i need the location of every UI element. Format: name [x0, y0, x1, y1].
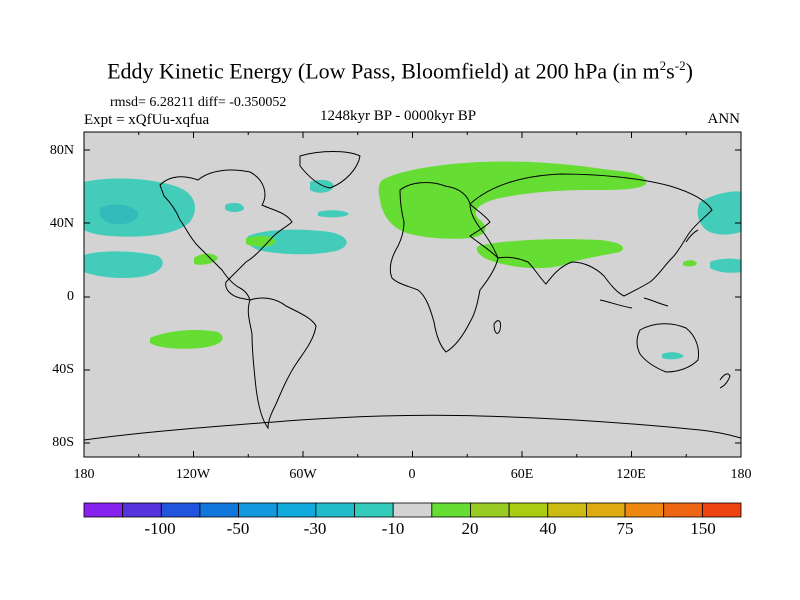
colorbar-swatch: [160, 502, 201, 518]
colorbar-label: 150: [690, 519, 716, 538]
colorbar: [83, 502, 742, 518]
colorbar-swatch: [315, 502, 355, 518]
chart-title: Eddy Kinetic Energy (Low Pass, Bloomfiel…: [107, 58, 693, 84]
colorbar-swatch: [392, 502, 433, 518]
lat-label-40n: 40N: [49, 216, 74, 231]
anomaly-region-atlantic: [246, 235, 276, 247]
colorbar-label: 20: [461, 519, 479, 538]
anomaly-region-north-pacific: [84, 178, 195, 237]
colorbar-label: -30: [303, 519, 327, 538]
anomaly-region-europe-arctic: [378, 161, 647, 239]
anomaly-region-pacific-east: [194, 253, 218, 265]
coastline-north-america: [159, 169, 293, 301]
coastline-south-america: [247, 297, 317, 430]
colorbar-swatch: [83, 502, 124, 518]
coastline-australia: [636, 323, 699, 373]
anomaly-region-subtropical-pacific: [84, 251, 163, 279]
colorbar-swatch: [276, 502, 317, 518]
colorbar-swatch: [122, 502, 162, 518]
coastline-antarctica: [84, 414, 741, 441]
anomaly-regions: [84, 161, 741, 360]
colorbar-swatch: [431, 502, 471, 518]
colorbar-label: 40: [539, 519, 557, 538]
lat-label-80n: 80N: [49, 143, 74, 158]
colorbar-swatch: [663, 502, 703, 518]
colorbar-label: 75: [616, 519, 634, 538]
anomaly-region-labrador: [225, 202, 244, 212]
colorbar-swatch: [199, 502, 239, 518]
colorbar-label: -10: [381, 519, 405, 538]
coastline-europe-africa: [389, 182, 499, 353]
lon-label-120w: 120W: [175, 467, 211, 482]
coastlines: [84, 151, 741, 441]
anomaly-region-australia: [662, 352, 684, 360]
colorbar-swatch: [547, 502, 587, 518]
colorbar-swatch: [238, 502, 278, 518]
colorbar-label: -50: [226, 519, 250, 538]
experiment-label: Expt = xQfUu-xqfua: [84, 112, 210, 128]
coastline-indonesia: [599, 297, 669, 309]
lon-label-120e: 120E: [616, 467, 646, 482]
anomaly-region-japan: [683, 260, 697, 267]
anomaly-region-asia-jet: [476, 239, 624, 269]
anomaly-region-south-pacific: [150, 330, 223, 349]
anomaly-region-north-pacific-core: [99, 204, 139, 225]
lat-label-0: 0: [67, 289, 74, 304]
lon-label-60w: 60W: [289, 467, 317, 482]
lon-label-0: 0: [408, 467, 416, 482]
season-label: ANN: [707, 111, 741, 127]
lat-label-40s: 40S: [52, 362, 74, 377]
coastline-new-zealand: [719, 373, 731, 389]
colorbar-swatch: [586, 502, 626, 518]
coastline-greenland: [299, 151, 361, 189]
colorbar-swatch: [701, 502, 742, 518]
coastline-madagascar: [493, 320, 501, 334]
lat-label-80s: 80S: [52, 435, 74, 450]
colorbar-swatch: [470, 502, 510, 518]
lon-label-60e: 60E: [510, 467, 534, 482]
anomaly-region-east-pacific: [710, 258, 741, 273]
stats-label: rmsd= 6.28211 diff= -0.350052: [110, 95, 287, 110]
anomaly-region-central-atlantic: [318, 210, 349, 218]
axis-ticks: [83, 132, 742, 457]
colorbar-label: -100: [144, 519, 176, 538]
colorbar-swatch: [354, 502, 394, 518]
anomaly-region-greenland: [310, 179, 334, 193]
anomaly-region-gulf-stream: [247, 229, 347, 255]
coastline-japan: [685, 229, 699, 243]
lon-label-180w: 180: [73, 467, 95, 482]
anomaly-region-west-pacific: [697, 191, 741, 235]
colorbar-swatch: [508, 502, 549, 518]
colorbar-swatch: [624, 502, 665, 518]
period-label: 1248kyr BP - 0000kyr BP: [320, 108, 477, 124]
lon-label-180e: 180: [730, 467, 752, 482]
coastline-asia: [469, 173, 713, 297]
